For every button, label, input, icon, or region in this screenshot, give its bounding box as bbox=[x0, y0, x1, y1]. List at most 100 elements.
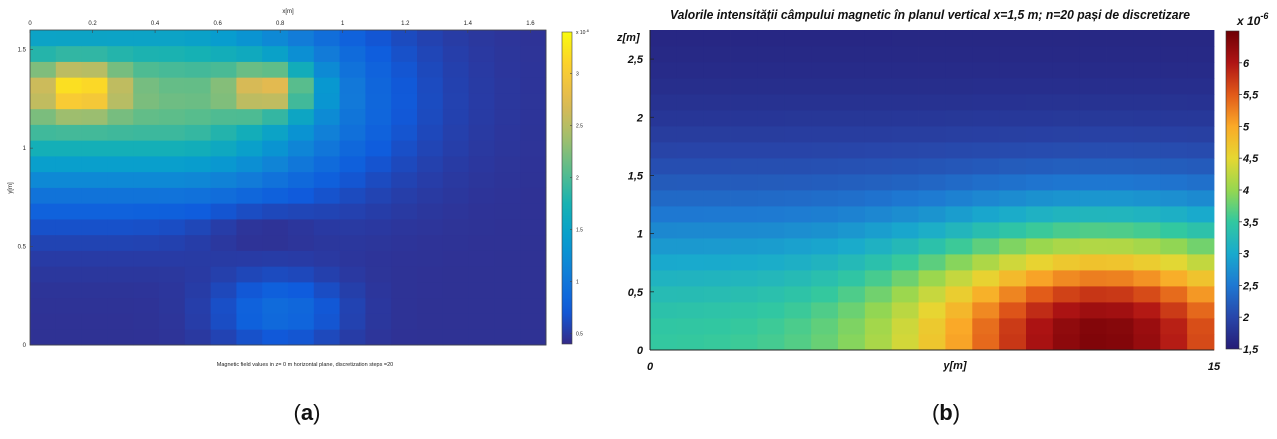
heatmap-cell bbox=[494, 313, 521, 330]
heatmap-cell bbox=[891, 158, 919, 175]
heatmap-cell bbox=[945, 302, 973, 319]
heatmap-cell bbox=[81, 77, 108, 94]
heatmap-cell bbox=[313, 187, 340, 204]
heatmap-cell bbox=[811, 254, 839, 271]
heatmap-cell bbox=[133, 282, 160, 299]
heatmap-cell bbox=[391, 297, 418, 314]
heatmap-cell bbox=[1079, 142, 1107, 159]
heatmap-cell bbox=[864, 62, 893, 79]
heatmap-cell bbox=[184, 93, 211, 110]
heatmap-cell bbox=[30, 297, 57, 314]
heatmap-cell bbox=[133, 203, 160, 220]
heatmap-cell bbox=[918, 302, 946, 319]
heatmap-cell bbox=[288, 61, 315, 78]
heatmap-cell bbox=[1026, 142, 1054, 159]
heatmap-cell bbox=[757, 174, 785, 191]
heatmap-cell bbox=[650, 158, 678, 175]
heatmap-cell bbox=[1160, 270, 1188, 287]
heatmap-cell bbox=[1052, 286, 1081, 303]
heatmap-cell bbox=[891, 222, 919, 239]
heatmap-cell bbox=[339, 282, 366, 299]
heatmap-cell bbox=[210, 266, 237, 283]
heatmap-cell bbox=[1026, 222, 1054, 239]
heatmap-cell bbox=[81, 124, 108, 141]
heatmap-cell bbox=[730, 62, 758, 79]
heatmap-cell bbox=[30, 93, 57, 110]
heatmap-cell bbox=[1187, 254, 1215, 271]
heatmap-cell bbox=[864, 30, 893, 47]
heatmap-cell bbox=[107, 313, 134, 330]
heatmap-cell bbox=[133, 234, 160, 251]
heatmap-cell bbox=[972, 270, 1000, 287]
heatmap-cell bbox=[972, 286, 1000, 303]
heatmap-cell bbox=[1133, 334, 1161, 351]
heatmap-cell bbox=[1133, 46, 1161, 63]
heatmap-cell bbox=[676, 142, 705, 159]
heatmap-cell bbox=[107, 187, 134, 204]
heatmap-cell bbox=[107, 266, 134, 283]
heatmap-cell bbox=[972, 254, 1000, 271]
panel-b-heatmap bbox=[650, 30, 1215, 351]
heatmap-cell bbox=[494, 297, 521, 314]
heatmap-cell bbox=[520, 61, 547, 78]
heatmap-cell bbox=[417, 282, 444, 299]
heatmap-cell bbox=[30, 124, 57, 141]
heatmap-cell bbox=[784, 286, 812, 303]
heatmap-cell bbox=[864, 158, 893, 175]
heatmap-cell bbox=[1026, 46, 1054, 63]
heatmap-cell bbox=[288, 250, 315, 267]
heatmap-cell bbox=[391, 203, 418, 220]
heatmap-cell bbox=[1026, 206, 1054, 223]
heatmap-cell bbox=[339, 297, 366, 314]
heatmap-cell bbox=[159, 45, 186, 62]
heatmap-cell bbox=[442, 30, 469, 47]
heatmap-cell bbox=[945, 78, 973, 95]
heatmap-cell bbox=[1187, 190, 1215, 207]
heatmap-cell bbox=[838, 110, 866, 127]
heatmap-cell bbox=[288, 297, 315, 314]
heatmap-cell bbox=[30, 77, 57, 94]
heatmap-cell bbox=[494, 187, 521, 204]
heatmap-cell bbox=[972, 334, 1000, 351]
heatmap-cell bbox=[757, 46, 785, 63]
heatmap-cell bbox=[81, 234, 108, 251]
heatmap-cell bbox=[864, 286, 893, 303]
heatmap-cell bbox=[891, 110, 919, 127]
heatmap-cell bbox=[918, 126, 946, 143]
heatmap-cell bbox=[107, 297, 134, 314]
heatmap-cell bbox=[184, 313, 211, 330]
heatmap-cell bbox=[1160, 318, 1188, 335]
heatmap-cell bbox=[838, 126, 866, 143]
heatmap-cell bbox=[784, 110, 812, 127]
heatmap-cell bbox=[417, 203, 444, 220]
heatmap-cell bbox=[1106, 94, 1134, 111]
heatmap-cell bbox=[184, 61, 211, 78]
x-tick-label: 1.6 bbox=[526, 21, 535, 27]
heatmap-cell bbox=[1160, 46, 1188, 63]
heatmap-cell bbox=[365, 219, 392, 236]
heatmap-cell bbox=[999, 270, 1027, 287]
heatmap-cell bbox=[1026, 126, 1054, 143]
heatmap-cell bbox=[391, 93, 418, 110]
heatmap-cell bbox=[236, 140, 263, 157]
heatmap-cell bbox=[339, 61, 366, 78]
heatmap-cell bbox=[494, 124, 521, 141]
heatmap-cell bbox=[494, 171, 521, 188]
heatmap-cell bbox=[650, 30, 678, 47]
heatmap-cell bbox=[442, 203, 469, 220]
heatmap-cell bbox=[1026, 286, 1054, 303]
heatmap-cell bbox=[1133, 270, 1161, 287]
heatmap-cell bbox=[972, 62, 1000, 79]
heatmap-cell bbox=[313, 30, 340, 47]
heatmap-cell bbox=[1079, 174, 1107, 191]
heatmap-cell bbox=[442, 282, 469, 299]
heatmap-cell bbox=[210, 61, 237, 78]
heatmap-cell bbox=[1052, 78, 1081, 95]
x-tick-label: 0.4 bbox=[151, 21, 160, 27]
heatmap-cell bbox=[339, 219, 366, 236]
heatmap-cell bbox=[1106, 334, 1134, 351]
heatmap-cell bbox=[159, 297, 186, 314]
heatmap-cell bbox=[339, 171, 366, 188]
heatmap-cell bbox=[313, 297, 340, 314]
heatmap-cell bbox=[811, 238, 839, 255]
